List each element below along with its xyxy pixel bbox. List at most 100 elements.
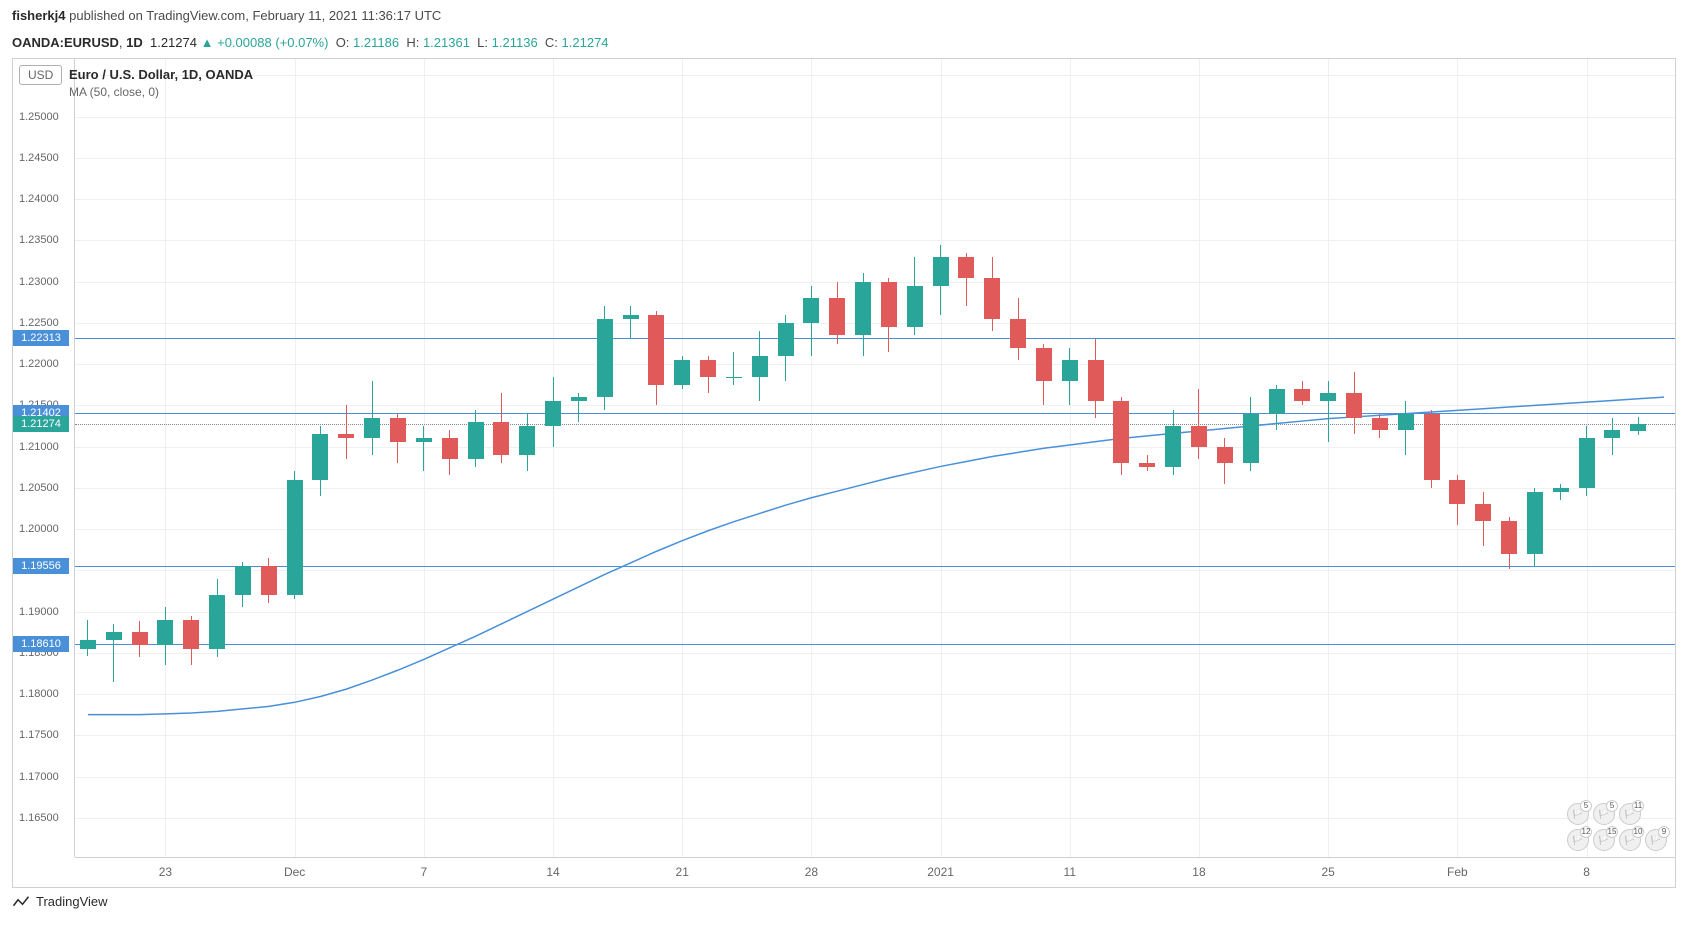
candle-body[interactable]	[338, 434, 354, 438]
candle-body[interactable]	[1372, 418, 1388, 430]
candle-body[interactable]	[984, 278, 1000, 319]
grid-line-v	[682, 59, 683, 857]
candle-body[interactable]	[597, 319, 613, 397]
candle-body[interactable]	[855, 282, 871, 336]
change-pct: (+0.07%)	[275, 35, 328, 50]
high: 1.21361	[423, 35, 470, 50]
event-count: 11	[1632, 800, 1644, 812]
candle-body[interactable]	[390, 418, 406, 443]
candle-body[interactable]	[1449, 480, 1465, 505]
candle-body[interactable]	[648, 315, 664, 385]
y-tick-label: 1.21000	[19, 441, 59, 453]
candle-body[interactable]	[312, 434, 328, 479]
candle-body[interactable]	[1346, 393, 1362, 418]
candle-body[interactable]	[1010, 319, 1026, 348]
candle-body[interactable]	[261, 566, 277, 595]
grid-line-v	[811, 59, 812, 857]
candle-body[interactable]	[1398, 414, 1414, 430]
candle-wick	[1328, 381, 1329, 443]
candle-body[interactable]	[1062, 360, 1078, 381]
h-label: H:	[406, 35, 419, 50]
candle-body[interactable]	[364, 418, 380, 439]
event-icon[interactable]: 🏳️12	[1567, 829, 1589, 851]
candle-body[interactable]	[1191, 426, 1207, 447]
candle-body[interactable]	[1579, 438, 1595, 487]
up-arrow-icon: ▲	[201, 35, 214, 50]
chart-area[interactable]: USD Euro / U.S. Dollar, 1D, OANDA MA (50…	[12, 58, 1676, 888]
candle-body[interactable]	[778, 323, 794, 356]
candle-body[interactable]	[1475, 504, 1491, 520]
candle-body[interactable]	[493, 422, 509, 455]
currency-badge[interactable]: USD	[19, 65, 62, 85]
price-line-label: 1.19556	[13, 558, 69, 574]
candle-body[interactable]	[1294, 389, 1310, 401]
candle-body[interactable]	[1320, 393, 1336, 401]
candle-body[interactable]	[571, 397, 587, 401]
candle-body[interactable]	[674, 360, 690, 385]
price-line	[75, 644, 1675, 645]
candle-body[interactable]	[1243, 414, 1259, 463]
candle-body[interactable]	[287, 480, 303, 595]
candle-body[interactable]	[1036, 348, 1052, 381]
candle-body[interactable]	[907, 286, 923, 327]
username: fisherkj4	[12, 8, 65, 23]
candle-body[interactable]	[752, 356, 768, 377]
candle-body[interactable]	[881, 282, 897, 327]
event-count: 5	[1580, 800, 1592, 812]
candle-body[interactable]	[545, 401, 561, 426]
grid-line-v	[941, 59, 942, 857]
y-tick-label: 1.25000	[19, 111, 59, 123]
candle-body[interactable]	[183, 620, 199, 649]
candle-body[interactable]	[1113, 401, 1129, 463]
plot-area[interactable]	[75, 59, 1675, 857]
candle-body[interactable]	[1139, 463, 1155, 467]
candle-wick	[630, 306, 631, 339]
candle-body[interactable]	[1269, 389, 1285, 414]
candle-body[interactable]	[1165, 426, 1181, 467]
price-line-label: 1.18610	[13, 636, 69, 652]
candle-wick	[346, 405, 347, 459]
event-count: 10	[1632, 826, 1644, 838]
candle-body[interactable]	[958, 257, 974, 278]
x-tick-label: 7	[420, 865, 427, 879]
candle-body[interactable]	[106, 632, 122, 640]
candle-body[interactable]	[1630, 424, 1646, 431]
candle-body[interactable]	[157, 620, 173, 645]
candle-body[interactable]	[80, 640, 96, 648]
candle-body[interactable]	[235, 566, 251, 595]
event-icon[interactable]: 🏳️10	[1619, 829, 1641, 851]
candle-body[interactable]	[1217, 447, 1233, 463]
candle-body[interactable]	[803, 298, 819, 323]
candle-body[interactable]	[1604, 430, 1620, 438]
candle-body[interactable]	[132, 632, 148, 644]
event-icon[interactable]: 🏳️5	[1567, 803, 1589, 825]
candle-body[interactable]	[1553, 488, 1569, 492]
candle-body[interactable]	[209, 595, 225, 649]
grid-line-h	[75, 405, 1675, 406]
event-icon[interactable]: 🏳️11	[1619, 803, 1641, 825]
event-icon[interactable]: 🏳️9	[1645, 829, 1667, 851]
event-icon[interactable]: 🏳️5	[1593, 803, 1615, 825]
candle-body[interactable]	[623, 315, 639, 319]
candle-body[interactable]	[1424, 414, 1440, 480]
candle-body[interactable]	[468, 422, 484, 459]
event-icon[interactable]: 🏳️15	[1593, 829, 1615, 851]
candle-body[interactable]	[1088, 360, 1104, 401]
candle-body[interactable]	[1527, 492, 1543, 554]
candle-body[interactable]	[1501, 521, 1517, 554]
candle-body[interactable]	[442, 438, 458, 459]
candle-wick	[1198, 389, 1199, 459]
candle-wick	[733, 352, 734, 385]
candle-body[interactable]	[416, 438, 432, 442]
candle-body[interactable]	[933, 257, 949, 286]
y-tick-label: 1.22500	[19, 317, 59, 329]
candle-body[interactable]	[726, 377, 742, 378]
candle-body[interactable]	[519, 426, 535, 455]
publish-date: February 11, 2021 11:36:17 UTC	[252, 8, 441, 23]
candle-wick	[1560, 484, 1561, 500]
candle-body[interactable]	[700, 360, 716, 376]
grid-line-h	[75, 199, 1675, 200]
ma-indicator-label: MA (50, close, 0)	[69, 85, 159, 99]
candle-body[interactable]	[829, 298, 845, 335]
open: 1.21186	[353, 35, 399, 50]
